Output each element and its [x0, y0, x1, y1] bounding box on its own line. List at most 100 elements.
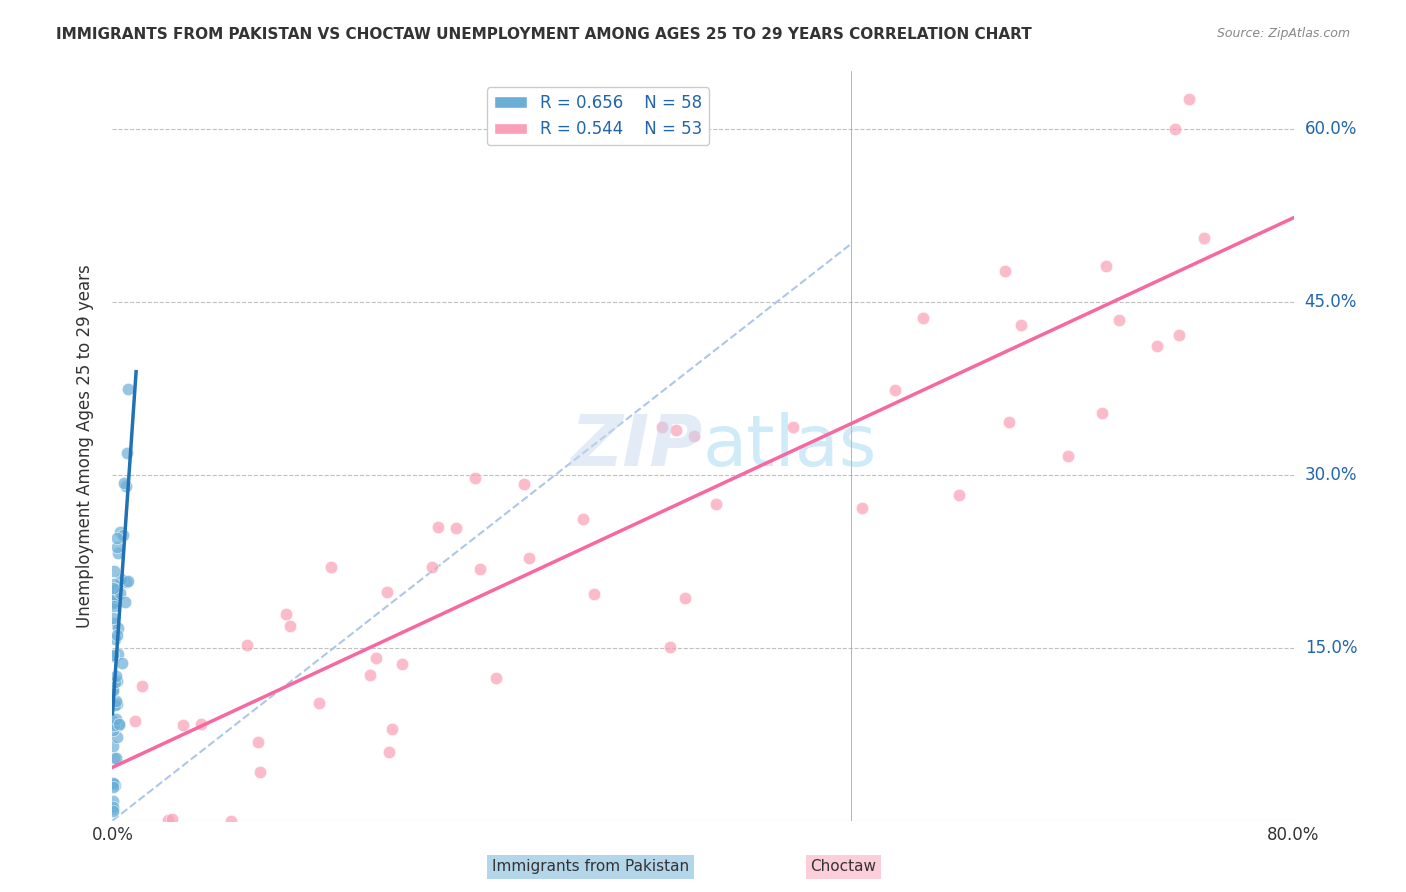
Point: [101, 649, 124, 664]
Point: [782, 420, 804, 434]
Point: [104, 589, 127, 603]
Point: [101, 794, 124, 808]
Point: [114, 594, 136, 608]
Point: [124, 714, 146, 729]
Point: [911, 310, 934, 325]
Point: [103, 582, 125, 596]
Point: [1091, 406, 1114, 420]
Point: [160, 812, 183, 826]
Point: [110, 525, 132, 540]
Point: [156, 814, 179, 828]
Point: [247, 735, 270, 749]
Text: 60.0%: 60.0%: [1305, 120, 1357, 138]
Point: [378, 745, 401, 759]
Point: [444, 521, 467, 535]
Point: [103, 684, 125, 698]
Point: [104, 751, 127, 765]
Point: [101, 804, 124, 818]
Point: [103, 723, 125, 738]
Point: [103, 777, 125, 791]
Point: [103, 577, 125, 591]
Point: [1056, 449, 1078, 463]
Point: [1108, 313, 1130, 327]
Point: [274, 607, 297, 622]
Point: [108, 716, 131, 731]
Point: [851, 500, 873, 515]
Point: [117, 446, 139, 460]
Point: [172, 718, 194, 732]
Point: [673, 591, 696, 605]
Point: [105, 582, 128, 596]
Point: [103, 599, 125, 614]
Point: [706, 497, 728, 511]
Point: [101, 800, 124, 814]
Text: 30.0%: 30.0%: [1305, 466, 1357, 483]
Point: [1167, 327, 1189, 342]
Point: [1146, 339, 1168, 353]
Point: [103, 564, 125, 578]
Point: [101, 683, 124, 698]
Point: [131, 679, 153, 693]
Point: [103, 802, 125, 816]
Point: [104, 698, 127, 713]
Point: [112, 476, 135, 491]
Text: Immigrants from Pakistan: Immigrants from Pakistan: [492, 859, 689, 874]
Point: [103, 595, 125, 609]
Point: [105, 673, 128, 688]
Point: [107, 621, 129, 635]
Point: [103, 615, 125, 630]
Point: [659, 640, 682, 654]
Point: [249, 765, 271, 780]
Point: [103, 778, 125, 792]
Legend: R = 0.656    N = 58, R = 0.544    N = 53: R = 0.656 N = 58, R = 0.544 N = 53: [486, 87, 709, 145]
Point: [420, 559, 443, 574]
Point: [572, 511, 595, 525]
Point: [108, 585, 131, 599]
Point: [517, 551, 540, 566]
Point: [107, 647, 129, 661]
Point: [665, 423, 688, 437]
Point: [375, 585, 398, 599]
Point: [470, 562, 492, 576]
Point: [101, 648, 124, 663]
Point: [103, 751, 125, 765]
Point: [117, 574, 139, 589]
Point: [1164, 122, 1187, 136]
Point: [104, 675, 127, 690]
Point: [101, 776, 124, 790]
Point: [111, 656, 134, 670]
Point: [104, 694, 127, 708]
Point: [319, 559, 342, 574]
Point: [101, 780, 124, 794]
Point: [103, 718, 125, 732]
Point: [278, 619, 301, 633]
Point: [117, 382, 139, 396]
Text: Source: ZipAtlas.com: Source: ZipAtlas.com: [1216, 27, 1350, 40]
Point: [190, 717, 212, 731]
Point: [112, 527, 135, 541]
Point: [104, 668, 127, 682]
Point: [427, 520, 450, 534]
Point: [104, 590, 127, 604]
Point: [683, 429, 706, 443]
Point: [105, 628, 128, 642]
Point: [359, 668, 381, 682]
Point: [105, 730, 128, 744]
Y-axis label: Unemployment Among Ages 25 to 29 years: Unemployment Among Ages 25 to 29 years: [76, 264, 94, 628]
Text: ZIP: ZIP: [571, 411, 703, 481]
Point: [391, 657, 413, 672]
Text: atlas: atlas: [703, 411, 877, 481]
Point: [114, 574, 136, 589]
Point: [101, 739, 124, 754]
Point: [219, 814, 242, 828]
Point: [948, 488, 970, 502]
Text: Choctaw: Choctaw: [811, 859, 876, 874]
Point: [884, 383, 907, 397]
Point: [104, 712, 127, 726]
Point: [998, 415, 1021, 429]
Point: [105, 698, 128, 712]
Point: [464, 471, 486, 485]
Point: [366, 651, 388, 665]
Point: [1095, 259, 1118, 273]
Point: [236, 638, 259, 652]
